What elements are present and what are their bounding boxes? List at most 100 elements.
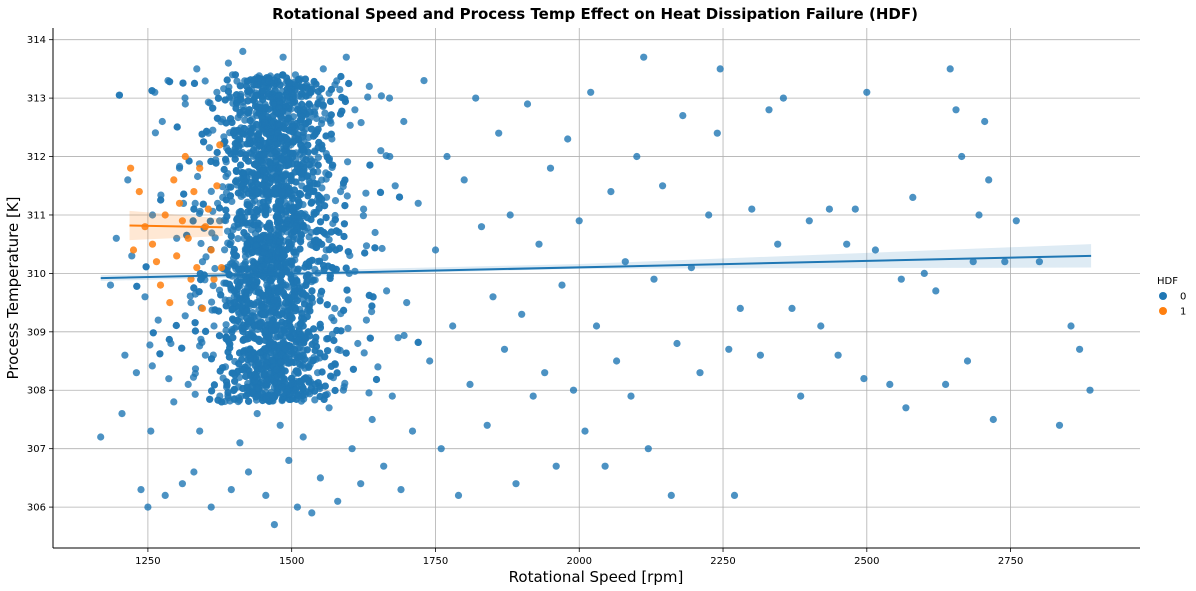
point-hdf0 xyxy=(279,53,287,61)
point-hdf0 xyxy=(184,380,192,388)
point-hdf0 xyxy=(193,65,201,73)
point-hdf0 xyxy=(679,112,687,120)
point-hdf0 xyxy=(221,246,229,254)
point-hdf0 xyxy=(296,217,304,225)
point-hdf0 xyxy=(325,171,333,179)
point-hdf0 xyxy=(227,232,235,240)
point-hdf0 xyxy=(650,275,658,283)
point-hdf0 xyxy=(243,77,251,85)
point-hdf0 xyxy=(932,287,940,295)
point-hdf0 xyxy=(151,129,159,137)
point-hdf0 xyxy=(305,189,313,197)
point-hdf0 xyxy=(299,222,307,231)
point-hdf0 xyxy=(267,159,275,167)
point-hdf0 xyxy=(293,82,301,90)
point-hdf1 xyxy=(178,217,186,225)
point-hdf0 xyxy=(316,349,324,357)
point-hdf0 xyxy=(181,312,189,320)
point-hdf0 xyxy=(251,377,259,385)
point-hdf0 xyxy=(500,345,509,353)
point-hdf0 xyxy=(316,93,324,102)
point-hdf0 xyxy=(239,366,247,374)
point-hdf0 xyxy=(443,152,451,161)
point-hdf0 xyxy=(197,239,205,248)
point-hdf0 xyxy=(281,345,289,353)
point-hdf1 xyxy=(210,275,218,283)
point-hdf0 xyxy=(327,85,335,94)
point-hdf0 xyxy=(243,201,251,209)
point-hdf0 xyxy=(285,160,293,169)
point-hdf0 xyxy=(348,445,356,453)
point-hdf0 xyxy=(216,217,224,225)
point-hdf0 xyxy=(276,421,284,429)
point-hdf0 xyxy=(328,314,336,322)
point-hdf0 xyxy=(262,395,270,403)
point-hdf0 xyxy=(290,186,299,194)
point-hdf0 xyxy=(304,118,313,126)
point-hdf0 xyxy=(736,304,744,312)
point-hdf0 xyxy=(756,351,765,359)
point-hdf0 xyxy=(179,79,187,87)
point-hdf0 xyxy=(305,363,313,371)
point-hdf0 xyxy=(248,186,256,194)
point-hdf0 xyxy=(242,372,250,380)
point-hdf0 xyxy=(244,157,252,165)
point-hdf0 xyxy=(321,254,329,262)
point-hdf0 xyxy=(244,468,253,476)
point-hdf0 xyxy=(297,170,305,178)
point-hdf0 xyxy=(247,127,255,135)
point-hdf0 xyxy=(289,328,297,337)
point-hdf0 xyxy=(326,97,335,105)
point-hdf0 xyxy=(341,202,349,210)
point-hdf0 xyxy=(234,235,242,243)
point-hdf0 xyxy=(266,232,274,240)
y-tick-label: 311 xyxy=(27,210,46,221)
point-hdf0 xyxy=(256,100,264,108)
point-hdf0 xyxy=(154,316,162,324)
point-hdf0 xyxy=(312,80,320,88)
point-hdf0 xyxy=(249,276,257,284)
point-hdf0 xyxy=(289,194,297,202)
point-hdf0 xyxy=(346,121,354,129)
point-hdf0 xyxy=(1055,421,1064,429)
point-hdf0 xyxy=(223,266,231,274)
y-tick-label: 313 xyxy=(27,94,46,105)
point-hdf0 xyxy=(265,333,273,341)
point-hdf0 xyxy=(309,168,317,176)
point-hdf0 xyxy=(190,205,198,213)
point-hdf1 xyxy=(127,164,135,172)
y-tick-label: 310 xyxy=(27,269,46,280)
point-hdf0 xyxy=(477,223,486,231)
point-hdf0 xyxy=(124,176,132,184)
point-hdf1 xyxy=(148,240,157,248)
point-hdf0 xyxy=(305,100,313,108)
point-hdf0 xyxy=(240,175,248,183)
point-hdf0 xyxy=(1076,345,1084,353)
point-hdf0 xyxy=(304,306,312,314)
point-hdf0 xyxy=(289,153,297,161)
point-hdf0 xyxy=(277,134,285,142)
point-hdf0 xyxy=(257,318,265,326)
point-hdf0 xyxy=(276,164,284,172)
point-hdf0 xyxy=(344,158,352,166)
point-hdf0 xyxy=(115,91,123,99)
point-hdf0 xyxy=(246,117,254,125)
point-hdf0 xyxy=(164,77,172,85)
point-hdf0 xyxy=(245,397,253,405)
point-hdf0 xyxy=(275,245,283,253)
point-hdf0 xyxy=(283,135,291,143)
point-hdf0 xyxy=(240,124,248,133)
point-hdf0 xyxy=(267,349,275,357)
point-hdf0 xyxy=(338,107,346,115)
point-hdf0 xyxy=(204,129,212,137)
point-hdf0 xyxy=(748,205,756,213)
point-hdf0 xyxy=(975,211,983,219)
point-hdf0 xyxy=(278,383,286,391)
point-hdf0 xyxy=(343,192,351,200)
point-hdf0 xyxy=(148,362,156,370)
point-hdf0 xyxy=(380,462,388,470)
point-hdf0 xyxy=(232,167,240,175)
point-hdf0 xyxy=(209,282,217,290)
point-hdf0 xyxy=(640,53,648,61)
x-axis-label: Rotational Speed [rpm] xyxy=(509,568,684,586)
